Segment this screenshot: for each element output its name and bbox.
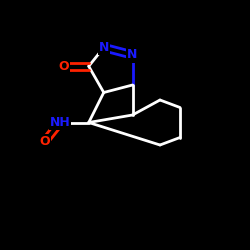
Text: O: O	[58, 60, 69, 73]
Text: O: O	[40, 135, 50, 148]
Text: N: N	[127, 48, 138, 62]
Text: N: N	[98, 41, 109, 54]
Text: NH: NH	[50, 116, 70, 129]
